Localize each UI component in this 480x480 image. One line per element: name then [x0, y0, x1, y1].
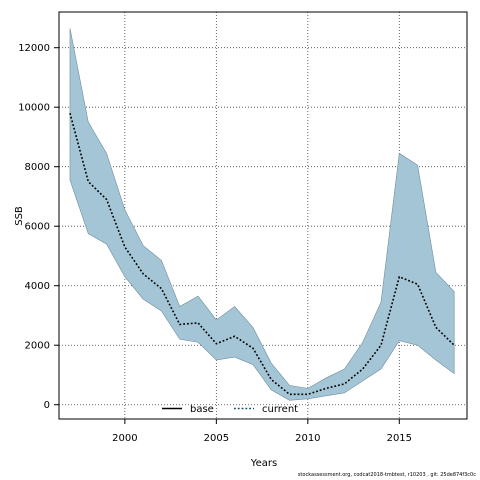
y-axis-title: SSB — [14, 206, 25, 226]
x-tick-label: 2010 — [295, 433, 320, 444]
y-tick-label: 10000 — [18, 103, 50, 114]
y-tick-label: 2000 — [25, 341, 50, 352]
x-axis: 2000 2005 2010 2015 — [112, 419, 412, 444]
confidence-band — [69, 28, 455, 401]
x-axis-title: Years — [250, 458, 277, 469]
series-line-current — [69, 112, 455, 396]
legend-label-current: current — [262, 404, 298, 415]
y-tick-label: 12000 — [18, 43, 50, 54]
x-tick-label: 2015 — [387, 433, 412, 444]
x-tick-label: 2000 — [112, 433, 137, 444]
x-tick-label: 2005 — [204, 433, 229, 444]
y-axis: 0 2000 4000 6000 8000 10000 12000 — [18, 43, 59, 411]
legend-label-base: base — [190, 404, 214, 415]
legend: base current — [162, 404, 298, 415]
y-tick-label: 4000 — [25, 281, 50, 292]
y-tick-label: 8000 — [25, 162, 50, 173]
footer-credit: stockassessment.org, codcat2018-tmbtest,… — [297, 472, 476, 478]
y-tick-label: 6000 — [25, 222, 50, 233]
y-tick-label: 0 — [44, 400, 50, 411]
plot-frame — [58, 11, 468, 420]
